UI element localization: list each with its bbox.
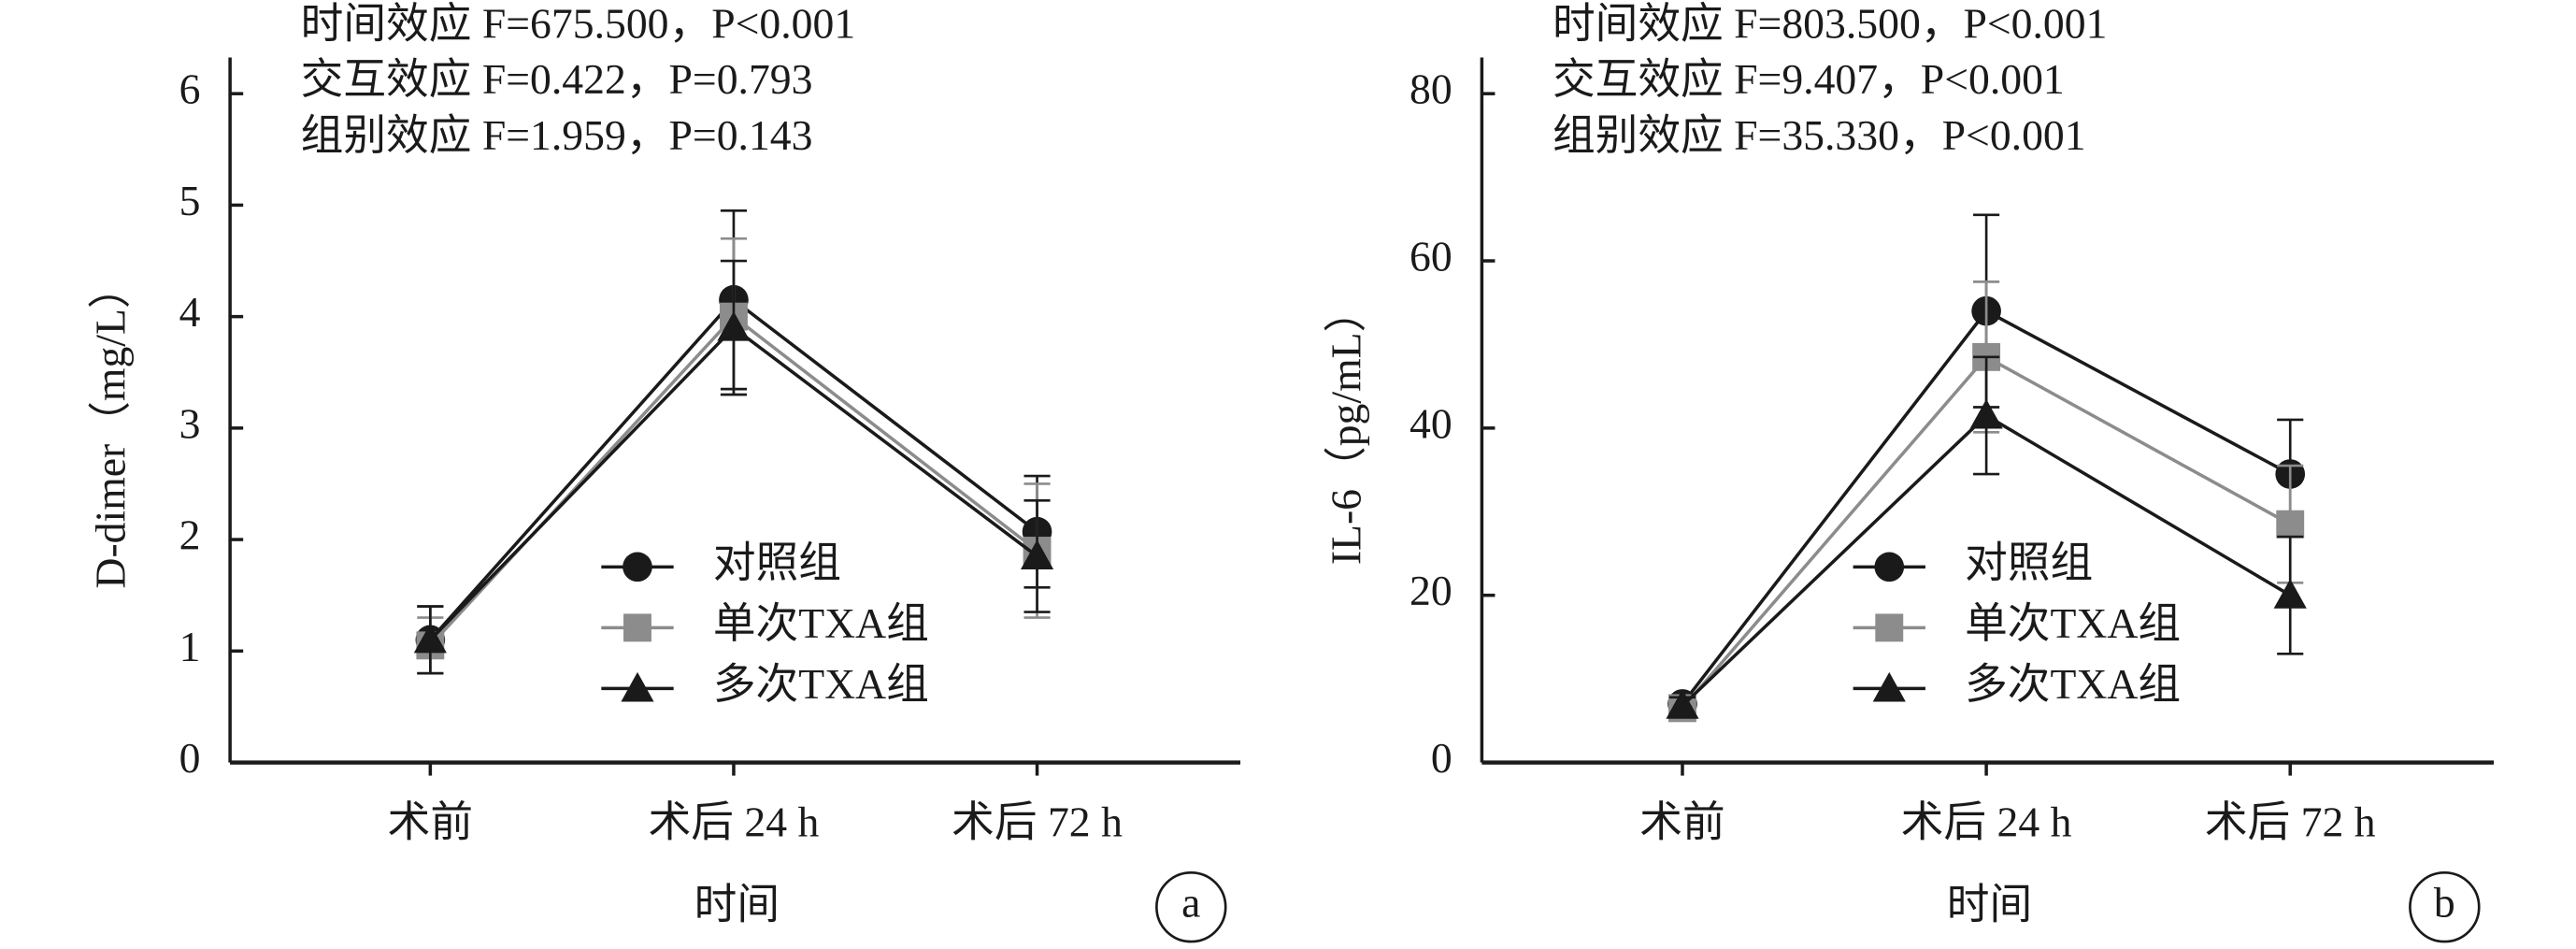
panel-circle — [1155, 870, 1227, 943]
marker — [2276, 510, 2305, 539]
annotation: 时间效应 F=803.500，P<0.001 — [1553, 0, 2108, 47]
annotation: 组别效应 F=35.330，P<0.001 — [1553, 111, 2086, 159]
annotation: 时间效应 F=675.500，P<0.001 — [301, 0, 856, 47]
y-tick-label: 6 — [179, 65, 201, 113]
panel-circle — [2409, 870, 2481, 943]
x-tick-label: 术后 24 h — [1901, 798, 2072, 846]
marker — [1666, 689, 1699, 719]
legend-label: 对照组 — [713, 539, 841, 586]
y-tick-label: 60 — [1410, 232, 1453, 280]
y-axis-label: D-dimer（mg/L） — [87, 266, 135, 588]
y-tick-label: 2 — [179, 511, 201, 559]
legend-marker — [1875, 613, 1904, 642]
x-axis-label: 时间 — [694, 880, 780, 927]
annotation: 交互效应 F=9.407，P<0.001 — [1553, 55, 2065, 103]
y-tick-label: 3 — [179, 399, 201, 447]
legend-label: 多次TXA组 — [1965, 660, 2181, 708]
x-axis-label: 时间 — [1947, 880, 2032, 927]
y-tick-label: 1 — [179, 623, 201, 670]
panel-label: a — [1181, 879, 1200, 927]
panel-label: b — [2434, 879, 2455, 927]
y-tick-label: 20 — [1410, 567, 1453, 614]
legend-marker — [621, 671, 654, 702]
x-tick-label: 术后 72 h — [952, 798, 1123, 846]
legend-marker — [623, 613, 651, 642]
legend-marker — [623, 552, 652, 582]
x-tick-label: 术后 24 h — [649, 798, 820, 846]
marker — [413, 623, 447, 654]
y-tick-label: 40 — [1410, 399, 1453, 447]
marker — [1969, 398, 2003, 429]
y-tick-label: 0 — [1431, 734, 1453, 782]
x-tick-label: 术前 — [1639, 798, 1724, 846]
y-tick-label: 80 — [1410, 65, 1453, 113]
marker — [1020, 539, 1054, 570]
x-tick-label: 术后 72 h — [2205, 798, 2376, 846]
marker — [2273, 579, 2307, 609]
y-axis-label: IL-6（pg/mL） — [1322, 290, 1369, 565]
y-tick-label: 5 — [179, 177, 201, 224]
legend-label: 单次TXA组 — [1965, 599, 2181, 647]
x-tick-label: 术前 — [388, 798, 473, 846]
legend-marker — [1872, 671, 1906, 702]
legend-marker — [1874, 552, 1905, 582]
legend-label: 对照组 — [1965, 539, 2093, 586]
y-tick-label: 0 — [179, 734, 201, 782]
legend-label: 单次TXA组 — [713, 599, 929, 647]
annotation: 组别效应 F=1.959，P=0.143 — [301, 111, 813, 159]
y-tick-label: 4 — [179, 288, 201, 336]
annotation: 交互效应 F=0.422，P=0.793 — [301, 55, 813, 103]
legend-label: 多次TXA组 — [713, 660, 929, 708]
marker — [717, 310, 751, 341]
